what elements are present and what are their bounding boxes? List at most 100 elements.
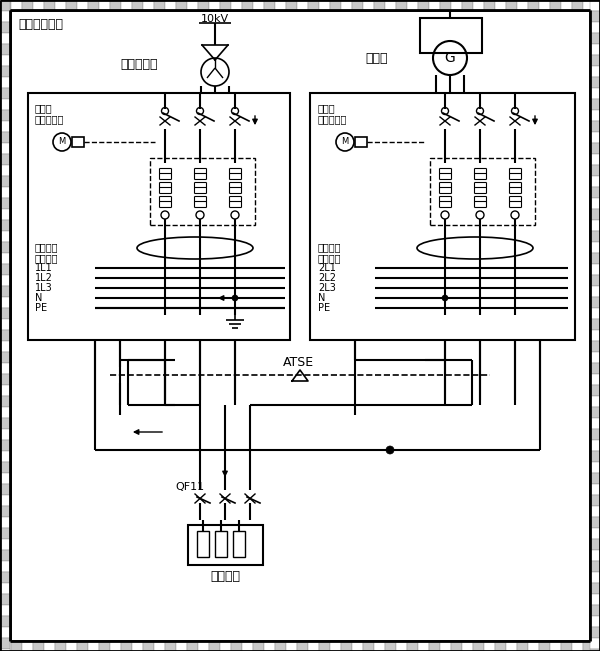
Bar — [66, 0, 77, 10]
Bar — [420, 18, 482, 53]
Bar — [594, 0, 600, 10]
Bar — [197, 531, 209, 557]
Text: 10kV: 10kV — [201, 14, 229, 24]
Bar — [0, 440, 10, 451]
Bar — [429, 0, 440, 10]
Bar — [187, 641, 198, 651]
Bar — [462, 0, 473, 10]
Bar — [176, 0, 187, 10]
Bar — [0, 641, 11, 651]
Bar — [0, 352, 10, 363]
Bar — [473, 641, 484, 651]
Bar — [0, 11, 10, 22]
Circle shape — [386, 446, 394, 454]
Bar — [0, 55, 10, 66]
Bar — [0, 286, 10, 297]
Bar — [0, 99, 10, 110]
Bar — [0, 572, 10, 583]
Bar — [590, 242, 600, 253]
Bar — [418, 0, 429, 10]
Text: 2L3: 2L3 — [318, 283, 336, 293]
Bar — [330, 641, 341, 651]
Bar — [0, 462, 10, 473]
Bar — [55, 0, 66, 10]
Bar — [590, 495, 600, 506]
Bar — [590, 649, 600, 651]
Bar — [275, 641, 286, 651]
Bar — [88, 0, 99, 10]
Bar — [0, 627, 10, 638]
Bar — [473, 0, 484, 10]
Bar — [0, 66, 10, 77]
Bar — [590, 539, 600, 550]
Bar — [484, 641, 495, 651]
Bar — [590, 572, 600, 583]
Bar — [429, 641, 440, 651]
Bar — [590, 99, 600, 110]
Bar — [484, 0, 495, 10]
Bar — [590, 484, 600, 495]
Bar — [590, 11, 600, 22]
Bar — [590, 352, 600, 363]
Bar — [418, 641, 429, 651]
Bar — [590, 44, 600, 55]
Text: 用电设备: 用电设备 — [210, 570, 240, 583]
Bar — [506, 0, 517, 10]
Bar — [590, 517, 600, 528]
Bar — [44, 0, 55, 10]
Circle shape — [442, 295, 448, 301]
Bar — [231, 0, 242, 10]
Text: 1L3: 1L3 — [35, 283, 53, 293]
Bar — [590, 407, 600, 418]
Bar — [0, 418, 10, 429]
Bar — [590, 319, 600, 330]
Bar — [242, 641, 253, 651]
Bar — [308, 641, 319, 651]
Bar — [0, 132, 10, 143]
Bar — [583, 0, 594, 10]
Bar — [407, 0, 418, 10]
Bar — [590, 429, 600, 440]
Bar — [590, 88, 600, 99]
Bar — [11, 0, 22, 10]
Bar — [0, 385, 10, 396]
Bar — [0, 506, 10, 517]
Bar — [99, 641, 110, 651]
Bar — [495, 0, 506, 10]
Bar — [297, 641, 308, 651]
Bar — [319, 0, 330, 10]
Bar — [0, 242, 10, 253]
Bar — [55, 641, 66, 651]
Bar — [0, 605, 10, 616]
Bar — [0, 88, 10, 99]
Bar — [396, 0, 407, 10]
Bar — [590, 253, 600, 264]
Bar — [143, 0, 154, 10]
Bar — [590, 385, 600, 396]
Bar — [310, 93, 575, 340]
Bar — [590, 154, 600, 165]
Bar — [242, 0, 253, 10]
Bar — [150, 158, 255, 225]
Bar — [165, 641, 176, 651]
Bar — [590, 77, 600, 88]
Bar — [0, 187, 10, 198]
Bar — [0, 165, 10, 176]
Bar — [99, 0, 110, 10]
Bar — [297, 0, 308, 10]
Bar — [0, 22, 10, 33]
Bar — [352, 641, 363, 651]
Bar — [0, 77, 10, 88]
Bar — [0, 583, 10, 594]
Bar — [341, 0, 352, 10]
Bar — [590, 297, 600, 308]
Bar — [0, 33, 10, 44]
Bar — [590, 22, 600, 33]
Bar — [590, 121, 600, 132]
Bar — [363, 0, 374, 10]
Bar — [275, 0, 286, 10]
Bar — [590, 451, 600, 462]
Bar — [253, 0, 264, 10]
Bar — [590, 33, 600, 44]
Bar — [0, 451, 10, 462]
